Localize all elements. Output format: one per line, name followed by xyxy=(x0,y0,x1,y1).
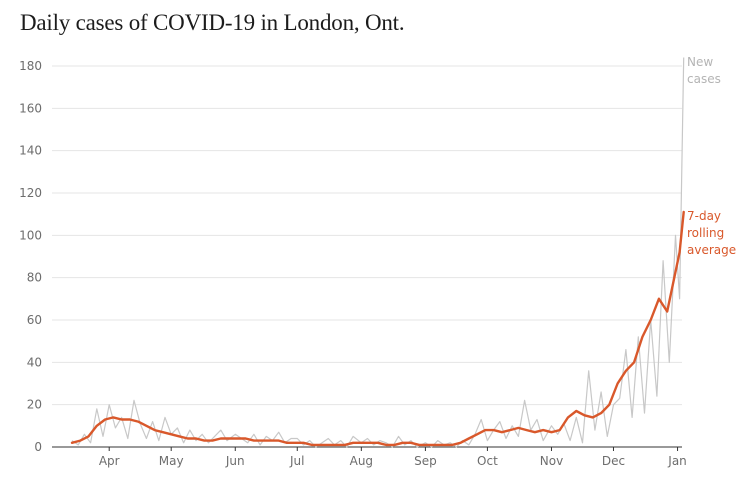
x-tick-label: Jun xyxy=(225,454,245,468)
x-tick-label: May xyxy=(159,454,184,468)
y-tick-label: 60 xyxy=(27,313,42,327)
y-tick-label: 20 xyxy=(27,398,42,412)
chart-title: Daily cases of COVID-19 in London, Ont. xyxy=(20,10,405,35)
x-tick-label: Jul xyxy=(289,454,304,468)
x-tick-label: Dec xyxy=(602,454,625,468)
new-cases-label-line: New xyxy=(687,55,713,69)
y-tick-label: 120 xyxy=(19,186,42,200)
rolling-average-label-line: 7-day xyxy=(687,209,721,223)
rolling-average-line xyxy=(70,210,685,447)
y-tick-label: 100 xyxy=(19,228,42,242)
x-tick-label: Apr xyxy=(99,454,120,468)
y-tick-label: 0 xyxy=(34,440,42,454)
y-tick-label: 180 xyxy=(19,59,42,73)
x-tick-label: Sep xyxy=(414,454,437,468)
rolling-average-label: 7-day rolling average xyxy=(687,209,736,257)
rolling-average-label-line: rolling xyxy=(687,226,724,240)
x-tick-label: Aug xyxy=(350,454,373,468)
new-cases-label: New cases xyxy=(687,55,721,86)
y-tick-label: 80 xyxy=(27,271,42,285)
y-tick-label: 140 xyxy=(19,144,42,158)
new-cases-line xyxy=(71,57,685,448)
x-tick-label: Jan xyxy=(667,454,687,468)
y-tick-label: 160 xyxy=(19,101,42,115)
x-tick-label: Oct xyxy=(477,454,498,468)
y-tick-label: 40 xyxy=(27,355,42,369)
new-cases-label-line: cases xyxy=(687,72,721,86)
rolling-average-label-line: average xyxy=(687,243,736,257)
x-tick-label: Nov xyxy=(540,454,563,468)
